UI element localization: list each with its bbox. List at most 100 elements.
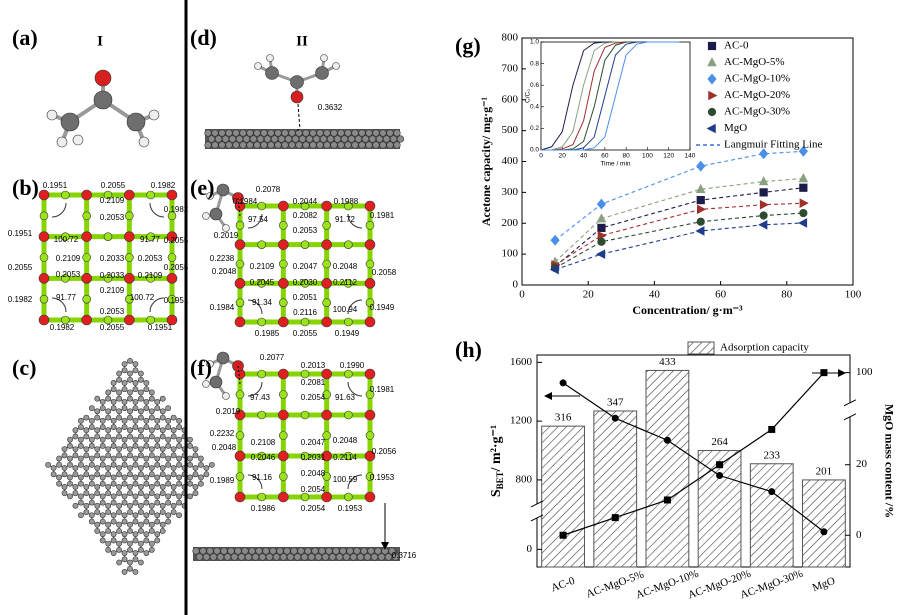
y2-tick-label: 20 — [856, 458, 868, 470]
atom — [322, 472, 331, 481]
atom — [94, 408, 101, 415]
atom — [213, 547, 221, 555]
atom — [105, 540, 112, 547]
atom — [249, 135, 258, 143]
atom — [132, 455, 139, 462]
y-axis-label-part: S — [489, 489, 504, 497]
atom — [132, 480, 139, 487]
atom — [384, 553, 393, 561]
atom — [99, 518, 106, 525]
atom — [105, 446, 112, 452]
atom — [170, 490, 177, 497]
bond-label: 0.2048 — [212, 443, 237, 452]
axis-break — [843, 413, 857, 421]
atom — [288, 141, 296, 149]
atom — [351, 141, 359, 149]
atom — [99, 405, 106, 412]
atom — [165, 417, 172, 424]
atom — [321, 368, 332, 380]
atom — [148, 471, 155, 478]
atom — [248, 547, 256, 555]
marker — [716, 461, 724, 469]
atom — [116, 376, 122, 383]
atom — [148, 446, 155, 452]
bar-annotation: 433 — [659, 356, 676, 368]
atom — [232, 129, 240, 137]
atom — [77, 461, 84, 468]
atom — [270, 135, 279, 143]
atom — [105, 490, 112, 497]
marker — [799, 208, 808, 218]
atom — [83, 483, 90, 490]
marker — [758, 220, 768, 230]
panel-label: (b) — [12, 175, 39, 200]
atom — [278, 278, 289, 289]
atom — [322, 390, 331, 399]
atom — [234, 547, 242, 555]
distance-line — [297, 103, 301, 131]
bond-label: 0.1984 — [233, 197, 258, 206]
bond-label: 0.2108 — [251, 438, 276, 447]
atom — [187, 480, 193, 487]
atom — [257, 279, 266, 288]
bond-label: 0.2044 — [293, 197, 318, 206]
atom — [278, 316, 289, 328]
atom — [94, 452, 101, 459]
atom — [187, 436, 193, 443]
atom — [288, 129, 296, 137]
atom — [132, 436, 139, 443]
bond-label: 0.2048 — [212, 267, 237, 276]
atom — [192, 471, 199, 478]
panel-label: (d) — [190, 25, 217, 50]
atom — [246, 141, 254, 149]
atom — [148, 427, 155, 434]
atom — [344, 369, 353, 379]
atom — [77, 443, 84, 449]
atom — [239, 129, 247, 137]
atom — [314, 553, 323, 561]
atom — [255, 547, 263, 555]
atom — [170, 452, 177, 459]
panel-label: (g) — [455, 33, 481, 58]
atom — [211, 129, 219, 137]
atom — [379, 129, 387, 137]
atom — [364, 278, 376, 289]
atom — [368, 135, 377, 143]
atom — [170, 446, 177, 452]
atom — [72, 471, 79, 478]
marker — [695, 226, 705, 236]
atom — [121, 417, 128, 424]
atom — [132, 443, 139, 449]
bond-label: 91.77 — [140, 235, 161, 244]
atom — [274, 129, 282, 137]
atom — [198, 455, 204, 462]
atom — [148, 547, 155, 553]
atom — [204, 141, 212, 149]
x-tick-label: 0 — [539, 153, 543, 160]
atom — [38, 273, 50, 284]
bond-label: 91.16 — [252, 473, 273, 482]
bond-label: 0.2048 — [333, 262, 358, 271]
atom — [148, 540, 155, 547]
atom — [127, 376, 133, 383]
model-label: I — [97, 33, 103, 49]
atom — [127, 433, 133, 440]
atom — [110, 518, 117, 525]
atom — [300, 201, 310, 211]
atom — [279, 431, 288, 440]
shapes — [38, 54, 405, 575]
bond-label: 0.2109 — [56, 254, 81, 263]
atom — [121, 461, 128, 468]
atom — [263, 135, 272, 143]
bond-label: 0.1986 — [251, 504, 276, 513]
x-tick-label: 40 — [649, 289, 661, 301]
atom — [39, 294, 49, 304]
atom — [94, 490, 101, 497]
atom — [290, 90, 304, 104]
atom — [300, 317, 310, 327]
bond-label: 0.2055 — [164, 236, 189, 245]
angle-arc — [347, 474, 363, 490]
atom — [234, 316, 246, 328]
atom — [386, 141, 394, 149]
y-tick-label: 0.8 — [530, 60, 539, 67]
